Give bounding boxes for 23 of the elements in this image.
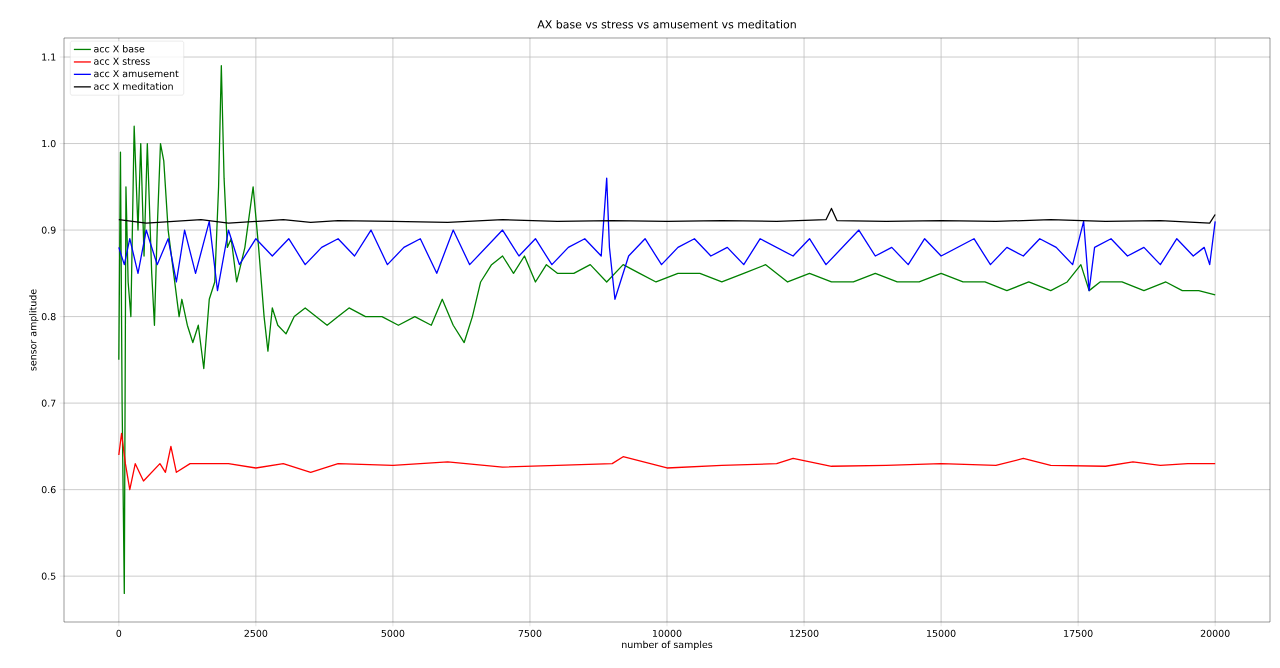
x-tick-label: 17500: [1064, 629, 1093, 637]
y-tick-label: 0.5: [41, 572, 56, 580]
y-tick-label: 0.6: [41, 486, 56, 494]
x-tick-label: 20000: [1200, 629, 1230, 637]
x-tick-label: 2500: [244, 629, 268, 637]
chart-title: AX base vs stress vs amusement vs meditation: [537, 20, 796, 29]
x-tick-label: 12500: [790, 629, 819, 637]
y-tick-label: 0.9: [41, 226, 56, 234]
x-tick-label: 10000: [652, 629, 682, 637]
x-tick-label: 7500: [518, 629, 542, 637]
y-tick-label: 1.1: [42, 53, 56, 61]
x-axis-title: number of samples: [622, 640, 713, 650]
legend-label: acc X stress: [94, 57, 150, 65]
x-tick-label: 0: [116, 629, 122, 637]
legend-label: acc X amusement: [94, 70, 179, 78]
y-tick-label: 1.0: [42, 139, 56, 148]
y-tick-label: 0.8: [41, 313, 56, 321]
y-axis-title: sensor amplitude: [29, 289, 39, 371]
legend-label: acc X base: [94, 45, 145, 53]
legend-label: acc X meditation: [94, 82, 173, 90]
x-tick-label: 15000: [927, 629, 956, 637]
x-tick-label: 5000: [381, 629, 405, 637]
y-tick-label: 0.7: [41, 399, 56, 407]
